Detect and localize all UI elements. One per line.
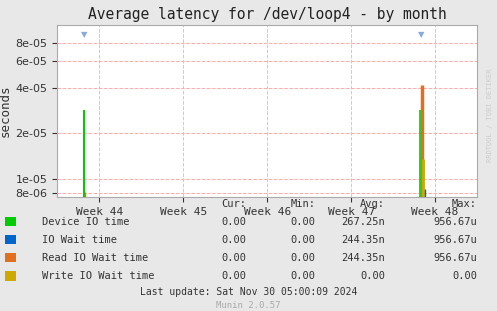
Text: 267.25n: 267.25n [341, 217, 385, 227]
Text: Device IO time: Device IO time [42, 217, 130, 227]
Text: Write IO Wait time: Write IO Wait time [42, 271, 155, 281]
Text: IO Wait time: IO Wait time [42, 235, 117, 245]
Text: 956.67u: 956.67u [433, 253, 477, 263]
Title: Average latency for /dev/loop4 - by month: Average latency for /dev/loop4 - by mont… [88, 7, 446, 22]
Text: RRDTOOL / TOBI OETIKER: RRDTOOL / TOBI OETIKER [487, 68, 493, 162]
Text: 0.00: 0.00 [221, 253, 246, 263]
Text: 0.00: 0.00 [291, 217, 316, 227]
Text: Munin 2.0.57: Munin 2.0.57 [216, 301, 281, 310]
Text: Read IO Wait time: Read IO Wait time [42, 253, 149, 263]
Text: 244.35n: 244.35n [341, 235, 385, 245]
Y-axis label: seconds: seconds [0, 85, 11, 137]
Text: Last update: Sat Nov 30 05:00:09 2024: Last update: Sat Nov 30 05:00:09 2024 [140, 287, 357, 297]
Text: 0.00: 0.00 [291, 271, 316, 281]
Text: 0.00: 0.00 [291, 253, 316, 263]
Text: Cur:: Cur: [221, 199, 246, 209]
Text: 956.67u: 956.67u [433, 217, 477, 227]
Text: Max:: Max: [452, 199, 477, 209]
Text: 0.00: 0.00 [221, 271, 246, 281]
Text: 244.35n: 244.35n [341, 253, 385, 263]
Text: 0.00: 0.00 [221, 235, 246, 245]
Text: ▼: ▼ [81, 30, 87, 39]
Text: ▼: ▼ [418, 30, 425, 39]
Text: Avg:: Avg: [360, 199, 385, 209]
Text: 0.00: 0.00 [291, 235, 316, 245]
Text: 0.00: 0.00 [360, 271, 385, 281]
Text: Min:: Min: [291, 199, 316, 209]
Text: 0.00: 0.00 [452, 271, 477, 281]
Text: 0.00: 0.00 [221, 217, 246, 227]
Text: 956.67u: 956.67u [433, 235, 477, 245]
